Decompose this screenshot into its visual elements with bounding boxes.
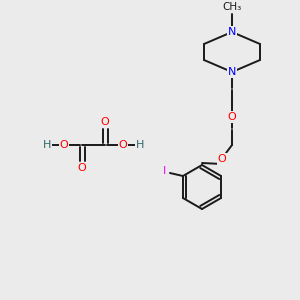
Text: I: I xyxy=(163,166,167,176)
Text: O: O xyxy=(100,117,109,127)
Text: O: O xyxy=(228,112,236,122)
Text: H: H xyxy=(136,140,144,150)
Text: CH₃: CH₃ xyxy=(222,2,242,12)
Text: N: N xyxy=(228,67,236,77)
Text: O: O xyxy=(218,154,226,164)
Text: O: O xyxy=(60,140,68,150)
Text: H: H xyxy=(43,140,51,150)
Text: O: O xyxy=(78,163,86,173)
Text: O: O xyxy=(118,140,127,150)
Text: N: N xyxy=(228,27,236,37)
